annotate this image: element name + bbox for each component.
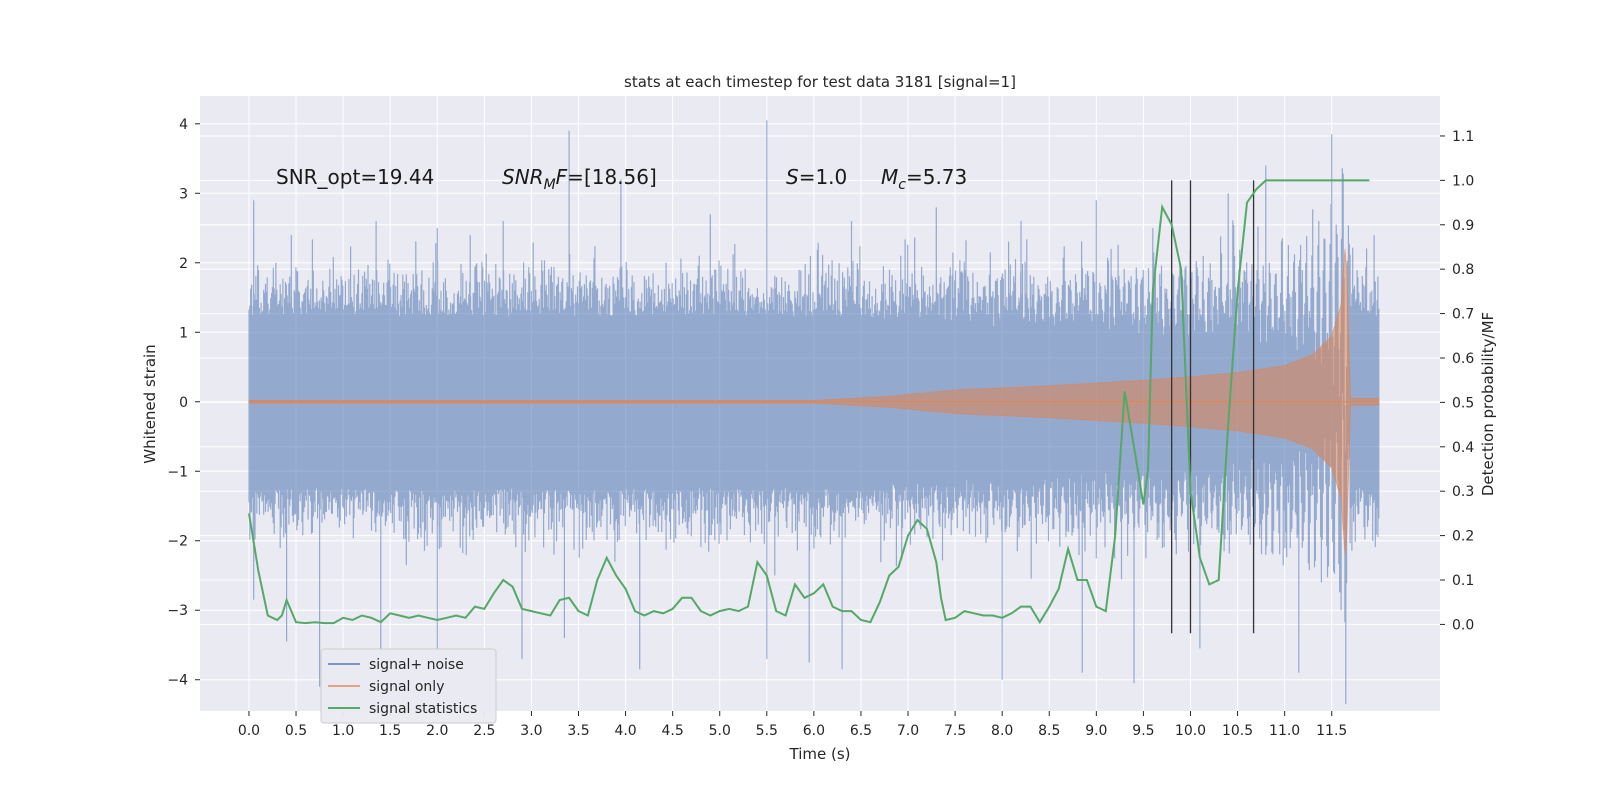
y-left-tick-label: 0 — [179, 395, 188, 411]
snr-symbol: SNR — [502, 165, 544, 189]
x-tick-label: 6.5 — [850, 723, 872, 739]
y-right-tick-label: 0.7 — [1452, 307, 1474, 323]
x-tick-label: 9.5 — [1132, 723, 1154, 739]
x-axis-title: Time (s) — [789, 745, 851, 763]
s-value: =1.0 — [799, 165, 848, 189]
mc-value: =5.73 — [906, 165, 967, 189]
x-tick-label: 5.0 — [709, 723, 731, 739]
y-left-tick-label: −3 — [167, 603, 188, 619]
y-left-tick-label: 2 — [179, 256, 188, 272]
legend: signal+ noise signal only signal statist… — [320, 648, 497, 724]
annotations: SNR_opt=19.44 SNRMF=[18.56] S=1.0 Mc=5.7… — [276, 165, 967, 193]
annotation-s: S=1.0 — [786, 165, 847, 189]
x-tick-label: 1.0 — [332, 723, 354, 739]
y-left-tick-label: −2 — [167, 534, 188, 550]
y-right-tick-label: 0.3 — [1452, 484, 1474, 500]
x-tick-label: 6.0 — [803, 723, 825, 739]
y-right-tick-label: 0.8 — [1452, 262, 1474, 278]
s-symbol: S — [786, 165, 799, 189]
snr-mf-value: [18.56] — [584, 165, 657, 189]
x-tick-label: 3.0 — [520, 723, 542, 739]
x-axis-ticks: 0.0 0.5 1.0 1.5 2.0 2.5 3.0 3.5 4.0 4.5 5.0 5.5 6.0 6… — [238, 711, 1347, 739]
x-tick-label: 9.0 — [1085, 723, 1107, 739]
y-left-tick-label: 4 — [179, 117, 188, 133]
x-tick-label: 8.0 — [991, 723, 1013, 739]
y-left-tick-label: −1 — [167, 464, 188, 480]
mc-subscript: c — [898, 177, 906, 193]
y-right-tick-label: 1.0 — [1452, 173, 1474, 189]
x-tick-label: 4.0 — [614, 723, 636, 739]
y-left-axis-title: Whitened strain — [141, 344, 159, 463]
y-right-tick-label: 0.6 — [1452, 351, 1474, 367]
x-tick-label: 11.0 — [1269, 723, 1300, 739]
y-left-tick-label: −4 — [167, 673, 188, 689]
legend-box — [320, 648, 497, 724]
statistics-layer — [248, 179, 1370, 625]
annotation-snr-mf: SNRMF=[18.56] — [502, 165, 657, 193]
f-symbol: F — [556, 165, 568, 189]
legend-label-signal-only: signal only — [369, 679, 444, 695]
x-tick-label: 8.5 — [1038, 723, 1060, 739]
x-tick-label: 2.5 — [473, 723, 495, 739]
y-right-tick-label: 0.2 — [1452, 529, 1474, 545]
legend-label-signal-noise: signal+ noise — [369, 657, 464, 673]
y-right-tick-label: 0.1 — [1452, 573, 1474, 589]
annotation-snr-opt: SNR_opt=19.44 — [276, 165, 434, 189]
y-right-tick-label: 0.4 — [1452, 440, 1474, 456]
y-left-tick-label: 3 — [179, 186, 188, 202]
y-right-axis-ticks: 0.0 0.1 0.2 0.3 0.4 0.5 0.6 0.7 0.8 0.9 1.0 1.1 — [1440, 129, 1474, 633]
x-tick-label: 7.5 — [944, 723, 966, 739]
x-tick-label: 10.0 — [1175, 723, 1206, 739]
annotation-mc: Mc=5.73 — [881, 165, 967, 193]
y-right-tick-label: 0.9 — [1452, 218, 1474, 234]
vertical-markers — [1171, 180, 1255, 634]
x-tick-label: 0.0 — [238, 723, 260, 739]
x-tick-label: 5.5 — [756, 723, 778, 739]
y-left-tick-label: 1 — [179, 325, 188, 341]
mc-symbol: M — [881, 165, 898, 189]
mf-equals: = — [567, 165, 584, 189]
x-tick-label: 0.5 — [285, 723, 307, 739]
x-tick-label: 7.0 — [897, 723, 919, 739]
y-right-axis-title: Detection probability/MF — [1479, 312, 1497, 496]
y-right-tick-label: 1.1 — [1452, 129, 1474, 145]
x-tick-label: 4.5 — [662, 723, 684, 739]
x-tick-label: 10.5 — [1222, 723, 1253, 739]
x-tick-label: 1.5 — [379, 723, 401, 739]
series-signal-statistics — [248, 179, 1370, 625]
y-right-tick-label: 0.5 — [1452, 395, 1474, 411]
legend-label-signal-statistics: signal statistics — [369, 701, 477, 717]
x-tick-label: 2.0 — [426, 723, 448, 739]
y-right-tick-label: 0.0 — [1452, 617, 1474, 633]
mf-subscript: M — [544, 177, 556, 193]
x-tick-label: 3.5 — [567, 723, 589, 739]
x-tick-label: 11.5 — [1316, 723, 1347, 739]
y-left-axis-ticks: −4 −3 −2 −1 0 1 2 3 4 — [167, 117, 200, 689]
chart-title: stats at each timestep for test data 318… — [624, 73, 1016, 91]
